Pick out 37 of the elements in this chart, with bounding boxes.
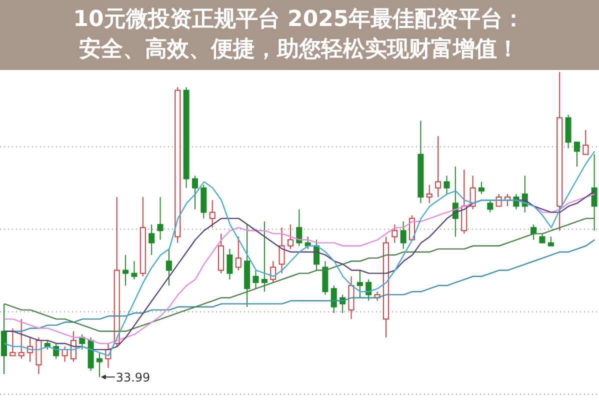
candlestick [392,224,398,244]
candlestick [18,318,24,360]
candlestick [366,278,372,302]
candlestick [261,220,268,292]
candlestick [131,260,138,280]
candlestick [226,248,233,280]
candlestick [235,236,242,271]
candlestick [478,181,484,195]
candlestick [192,175,198,210]
candlestick [444,175,450,195]
candlestick [270,260,276,283]
chart-title: 10元微投资正规平台 2025年最佳配资平台：安全、高效、便捷，助您轻松实现财富增值！ [72,6,526,64]
candlestick [278,227,285,274]
candlestick [426,184,432,204]
candlestick [356,270,363,298]
candlestick [530,224,537,240]
candlestick [487,200,494,213]
candlestick [209,200,216,228]
candlestick [539,233,546,244]
candlestick [400,220,406,250]
annotation: 33.99 [116,370,150,385]
candlestick [548,236,554,246]
candlestick [591,154,598,232]
candlestick [157,196,164,240]
candlestick [287,224,294,250]
candlestick [574,142,580,168]
candlestick [96,352,102,378]
candlestick [252,270,259,290]
candlestick [10,328,16,356]
candlestick [166,248,172,286]
candlestick [122,254,129,286]
candlestick [296,208,302,246]
candlestick [496,194,502,207]
candlestick [435,136,442,198]
candlestick [148,224,155,256]
candlestick [330,285,337,314]
candlestick [582,129,589,155]
